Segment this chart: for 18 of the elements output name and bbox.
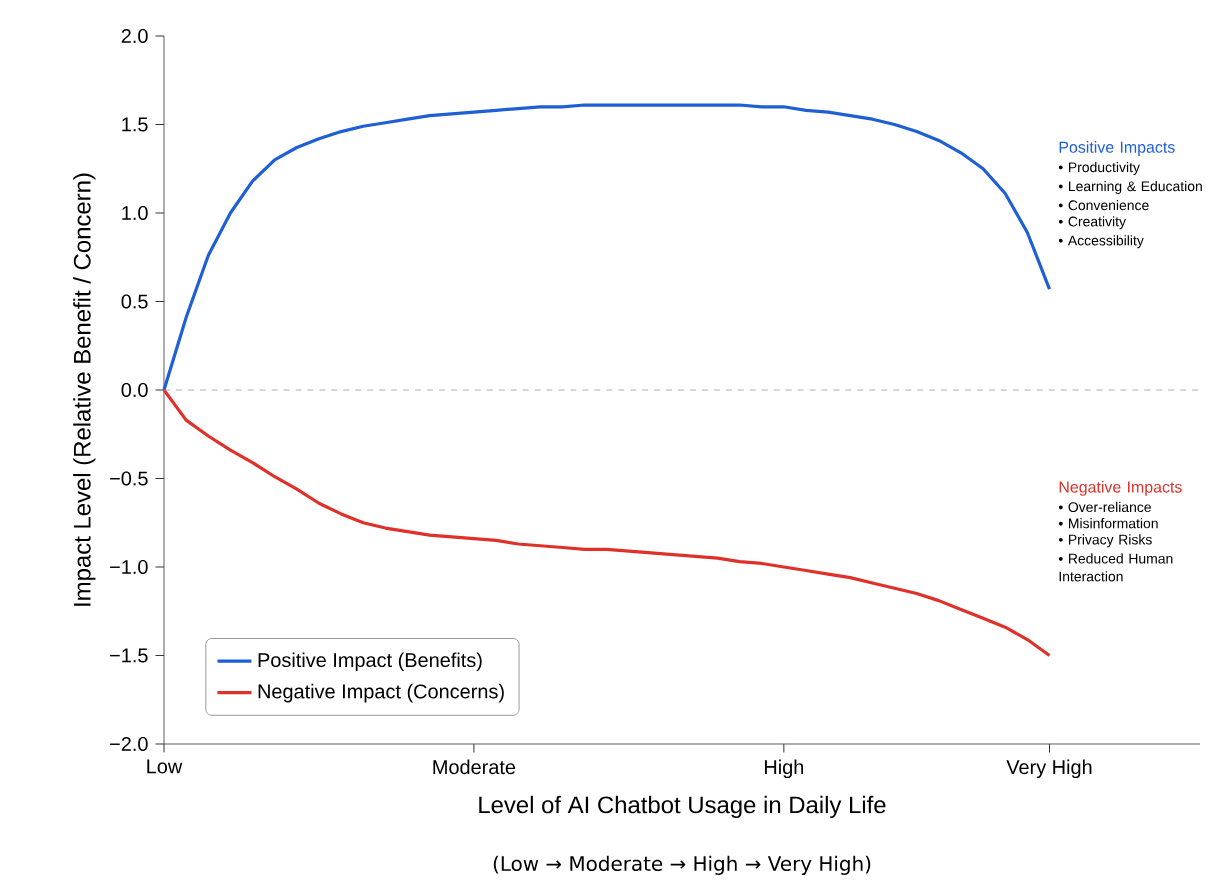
x-axis-title: Level of AI Chatbot Usage in Daily Life: [479, 795, 886, 819]
y-tick-label: −2.0: [110, 736, 148, 752]
y-tick-label: 1.5: [122, 117, 148, 132]
y-tick-label: −1.0: [110, 559, 148, 575]
y-tick-label: 1.0: [122, 205, 148, 221]
x-tick-label: Very High: [1006, 759, 1092, 779]
x-tick-label: Moderate: [433, 759, 516, 775]
y-axis-title: Impact Level (Relative Benefit / Concern): [73, 173, 96, 606]
legend-label: Positive Impact (Benefits): [258, 652, 482, 672]
legend-label: Negative Impact (Concerns): [258, 683, 504, 703]
y-tick-label: −0.5: [110, 471, 148, 486]
text: (Low → Moderate → High → Very High): [493, 855, 871, 875]
x-tick-label: Low: [147, 759, 183, 774]
y-tick-label: 2.0: [121, 28, 148, 44]
x-tick-label: High: [764, 759, 804, 779]
y-tick-label: 0.5: [121, 294, 148, 309]
y-tick-label: 0.0: [121, 382, 148, 398]
y-tick-label: −1.5: [110, 648, 148, 663]
